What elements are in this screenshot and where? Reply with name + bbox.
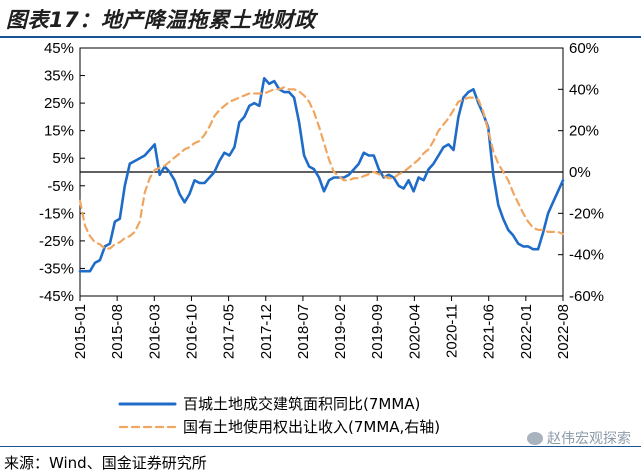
left-tick-label: -25% xyxy=(39,233,74,250)
series-group xyxy=(78,77,565,273)
right-tick-label: 40% xyxy=(569,81,599,98)
source-bar: 来源：Wind、国金证券研究所 xyxy=(0,446,641,473)
right-tick-label: 0% xyxy=(569,164,591,181)
x-tick-label: 2019-02 xyxy=(332,304,349,359)
legend-label: 百城土地成交建筑面积同比(7MMA) xyxy=(183,395,420,413)
x-tick-label: 2022-01 xyxy=(518,304,535,359)
wechat-icon xyxy=(527,432,543,445)
left-tick-label: -35% xyxy=(39,260,74,277)
x-tick-label: 2018-07 xyxy=(295,304,312,359)
series-line-land-transaction-area xyxy=(78,77,565,273)
x-tick-label: 2016-10 xyxy=(183,304,200,359)
source-divider xyxy=(0,446,641,447)
right-tick-label: 60% xyxy=(569,40,599,57)
legend: 百城土地成交建筑面积同比(7MMA) 国有土地使用权出让收入(7MMA,右轴) xyxy=(118,395,440,436)
watermark: 赵伟宏观探索 xyxy=(527,428,631,448)
axes: 45% 35% 25% 15% 5% -5% -15% -25% -35% -45% 60% 40% 2… xyxy=(39,40,604,359)
legend-label: 国有土地使用权出让收入(7MMA,右轴) xyxy=(183,418,440,436)
right-tick-label: -40% xyxy=(569,247,604,264)
x-tick-label: 2021-06 xyxy=(481,304,498,359)
right-tick-label: 20% xyxy=(569,123,599,140)
left-tick-label: -15% xyxy=(39,205,74,222)
x-tick-label: 2016-03 xyxy=(146,304,163,359)
right-tick-label: -60% xyxy=(569,288,604,305)
figure-title-bar: 图表17：地产降温拖累土地财政 xyxy=(0,0,641,40)
series-line-land-sale-revenue xyxy=(78,86,565,250)
figure-title: 图表17：地产降温拖累土地财政 xyxy=(6,8,316,32)
x-tick-label: 2015-01 xyxy=(72,304,89,359)
x-tick-label: 2015-08 xyxy=(109,304,126,359)
title-divider xyxy=(0,36,641,38)
left-tick-label: 35% xyxy=(44,68,74,85)
left-tick-label: -5% xyxy=(47,178,74,195)
watermark-text: 赵伟宏观探索 xyxy=(547,431,631,447)
x-tick-label: 2022-08 xyxy=(555,304,572,359)
x-tick-label: 2020-11 xyxy=(444,304,461,358)
right-tick-label: -20% xyxy=(569,205,604,222)
left-tick-label: 5% xyxy=(52,150,74,167)
left-tick-label: 45% xyxy=(44,40,74,57)
land-finance-chart: 45% 35% 25% 15% 5% -5% -15% -25% -35% -45% 60% 40% 2… xyxy=(39,40,604,436)
left-tick-label: 25% xyxy=(44,95,74,112)
x-tick-label: 2019-09 xyxy=(369,304,386,359)
left-tick-label: 15% xyxy=(44,123,74,140)
x-tick-label: 2017-12 xyxy=(258,304,275,359)
x-tick-label: 2017-05 xyxy=(221,304,238,359)
source-note: 来源：Wind、国金证券研究所 xyxy=(4,454,207,472)
x-tick-label: 2020-04 xyxy=(406,304,423,359)
left-tick-label: -45% xyxy=(39,288,74,305)
